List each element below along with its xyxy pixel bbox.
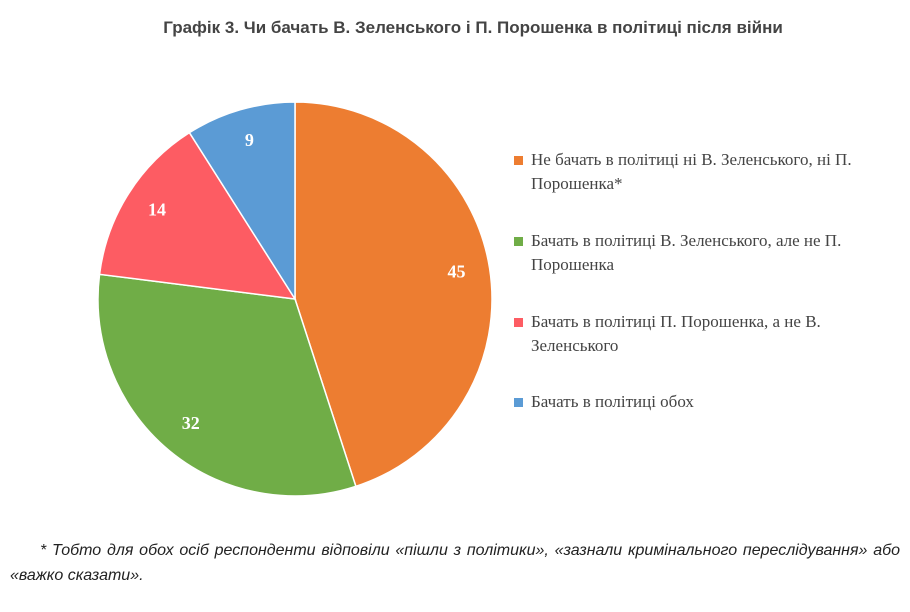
legend-item: Бачать в політиці П. Порошенка, а не В. … bbox=[514, 310, 861, 358]
chart: Графік 3. Чи бачать В. Зеленського і П. … bbox=[97, 18, 783, 497]
legend-marker bbox=[514, 237, 523, 246]
pie-slice bbox=[294, 101, 493, 488]
legend-item: Не бачать в політиці ні В. Зеленського, … bbox=[514, 148, 861, 196]
legend-item: Бачать в політиці В. Зеленського, але не… bbox=[514, 229, 861, 277]
legend-label: Бачать в політиці П. Порошенка, а не В. … bbox=[531, 312, 821, 355]
footnote: * Тобто для обох осіб респонденти відпов… bbox=[10, 542, 900, 584]
slice-label: 14 bbox=[148, 200, 166, 220]
legend-label: Бачать в політиці обох bbox=[531, 392, 694, 411]
slice-label: 9 bbox=[245, 130, 254, 150]
pie-slice bbox=[98, 131, 297, 300]
legend-marker bbox=[514, 398, 523, 407]
legend-marker bbox=[514, 318, 523, 327]
pie-slice bbox=[188, 101, 296, 302]
legend-marker bbox=[514, 156, 523, 165]
legend-label: Не бачать в політиці ні В. Зеленського, … bbox=[531, 150, 852, 193]
pie-slice bbox=[97, 273, 357, 497]
legend-label: Бачать в політиці В. Зеленського, але не… bbox=[531, 231, 842, 274]
legend-item: Бачать в політиці обох bbox=[514, 390, 861, 414]
slice-label: 45 bbox=[447, 262, 465, 282]
chart-title: Графік 3. Чи бачать В. Зеленського і П. … bbox=[163, 18, 783, 37]
slice-label: 32 bbox=[182, 413, 200, 433]
